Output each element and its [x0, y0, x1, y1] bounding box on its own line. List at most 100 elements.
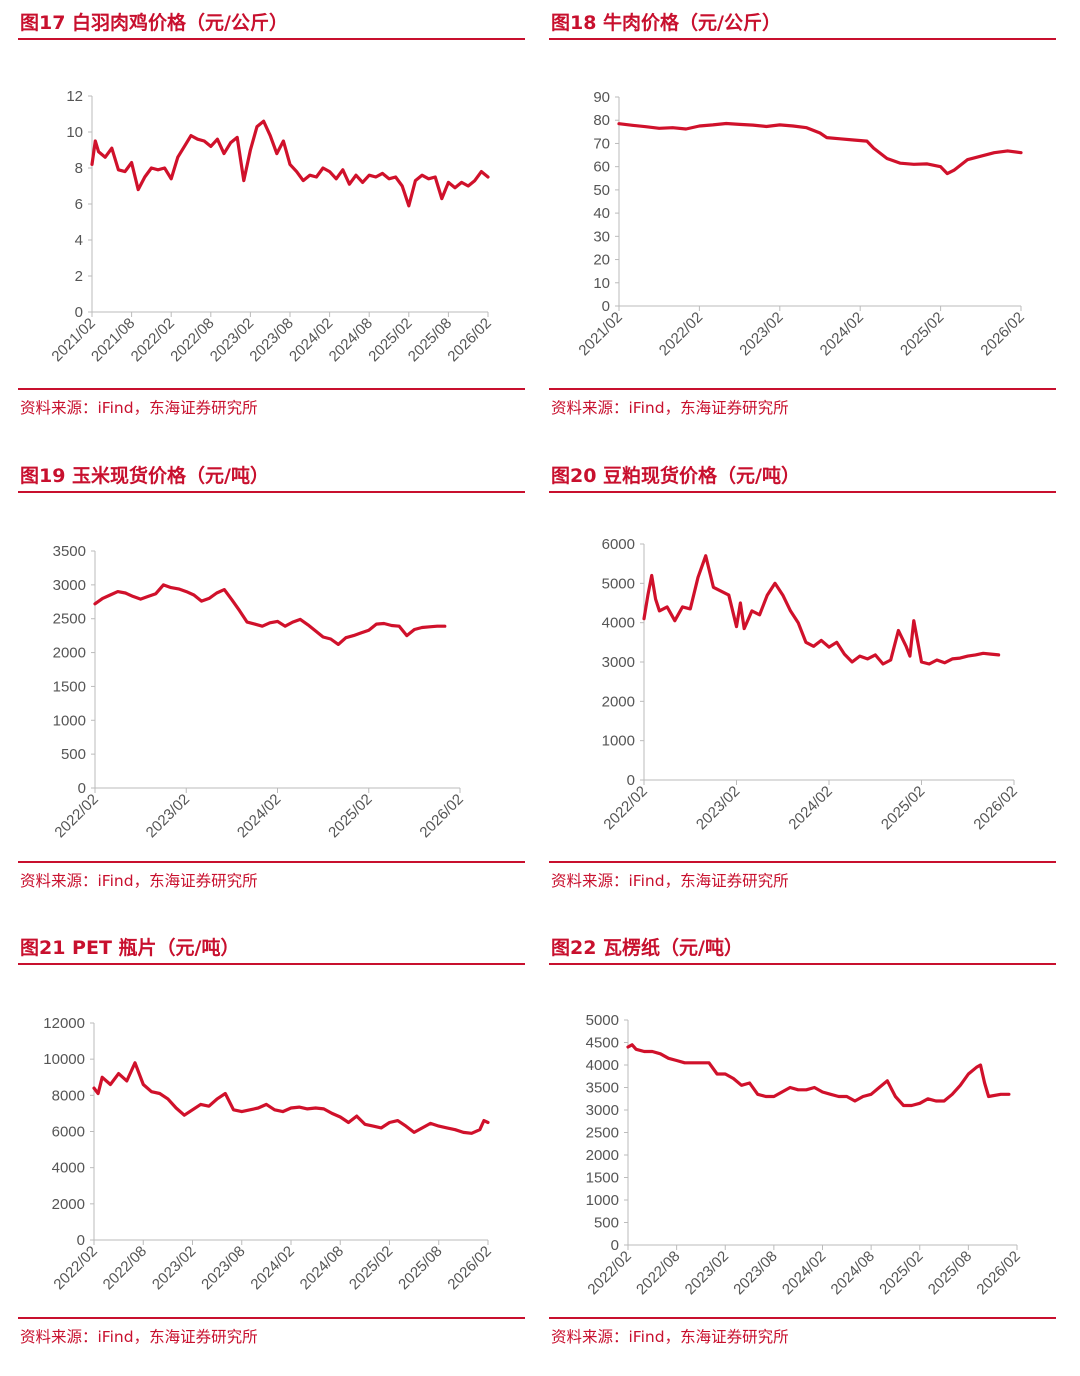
data-point [826, 137, 828, 139]
data-point [183, 1114, 185, 1116]
data-point [413, 1131, 415, 1133]
data-point [441, 198, 443, 200]
data-point [651, 574, 653, 577]
data-point [274, 1109, 276, 1111]
data-point [967, 655, 969, 657]
data-point [197, 138, 199, 140]
data-point [269, 135, 271, 137]
data-point [684, 1062, 686, 1064]
x-tick-label: 2023/08 [198, 1243, 248, 1293]
data-point [471, 1132, 473, 1134]
data-point [330, 638, 332, 640]
data-point [805, 1089, 807, 1091]
data-point [739, 123, 741, 125]
data-point [170, 587, 172, 589]
data-point [936, 659, 938, 661]
data-point [935, 1100, 937, 1102]
data-point [137, 189, 139, 191]
data-point [101, 1076, 103, 1078]
title-rule [18, 491, 525, 493]
data-point [851, 661, 853, 663]
x-tick-label: 2024/02 [234, 791, 284, 841]
data-point [943, 1100, 945, 1102]
data-point [118, 1073, 120, 1075]
data-point [886, 157, 888, 160]
data-point [839, 138, 841, 140]
data-point [681, 606, 684, 608]
data-point [635, 1048, 637, 1050]
data-point [347, 1121, 350, 1124]
data-point [752, 124, 754, 126]
data-point [967, 1073, 969, 1075]
source-rule [18, 1317, 525, 1319]
data-point [388, 1121, 391, 1124]
data-point [919, 1102, 921, 1104]
data-point [142, 1083, 144, 1086]
data-point [208, 1105, 210, 1107]
data-point [124, 592, 126, 594]
figure-title: 图17 白羽肉鸡价格（元/公斤） [20, 12, 288, 34]
data-point [782, 594, 784, 596]
data-point [645, 126, 647, 128]
y-tick-label: 1000 [53, 712, 86, 729]
data-point [902, 1104, 905, 1107]
data-point [751, 610, 753, 612]
data-point [302, 180, 304, 182]
data-point [940, 166, 942, 168]
data-point [355, 174, 357, 176]
series-line [642, 554, 1001, 666]
data-point [241, 1111, 243, 1113]
data-point [697, 576, 699, 578]
data-point [988, 1095, 990, 1098]
y-tick-label: 3000 [53, 577, 86, 594]
data-point [984, 1082, 986, 1084]
y-tick-label: 3000 [602, 654, 635, 671]
data-point [759, 614, 761, 616]
data-point [447, 181, 449, 183]
y-tick-label: 6 [75, 196, 83, 213]
series-line [617, 121, 1023, 176]
source-rule [549, 1317, 1056, 1319]
y-tick-label: 8 [75, 160, 83, 177]
data-point [998, 654, 1000, 656]
data-point [406, 635, 408, 637]
source-rule [18, 861, 525, 863]
source-note: 资料来源：iFind，东海证券研究所 [551, 872, 789, 890]
data-point [170, 178, 172, 180]
y-tick-label: 3500 [586, 1080, 619, 1097]
title-rule [18, 38, 525, 40]
data-point [322, 167, 324, 169]
data-point [806, 127, 808, 129]
data-point [210, 145, 212, 147]
data-point [643, 1050, 645, 1053]
data-point [315, 1107, 317, 1109]
data-point [348, 183, 350, 185]
y-tick-label: 2000 [586, 1147, 619, 1164]
data-point [331, 1112, 333, 1114]
y-tick-label: 70 [593, 135, 610, 152]
data-point [1008, 1093, 1010, 1095]
line-chart: 0 10 20 30 40 50 60 70 80 90 2021/02 2022/02 2023/02… [575, 89, 1027, 359]
x-tick-label: 2023/02 [736, 309, 786, 359]
data-point [631, 124, 633, 126]
data-point [298, 1106, 300, 1108]
data-point [676, 1059, 678, 1062]
figure-title: 图18 牛肉价格（元/公斤） [551, 12, 781, 34]
data-point [797, 1089, 799, 1091]
y-tick-label: 5000 [602, 575, 635, 592]
data-point [356, 1115, 358, 1117]
data-point [314, 630, 317, 632]
data-point [388, 178, 390, 180]
data-point [821, 1091, 824, 1093]
data-point [836, 641, 838, 643]
data-point [249, 149, 251, 151]
data-point [897, 629, 899, 632]
x-tick-label: 2022/02 [50, 1243, 100, 1293]
data-point [890, 659, 892, 661]
y-tick-label: 50 [593, 182, 610, 199]
x-tick-label: 2023/02 [149, 1243, 199, 1293]
data-point [866, 140, 868, 142]
figure-title: 图20 豆粕现货价格（元/吨） [551, 465, 800, 487]
data-point [974, 654, 977, 656]
data-point [144, 176, 146, 178]
